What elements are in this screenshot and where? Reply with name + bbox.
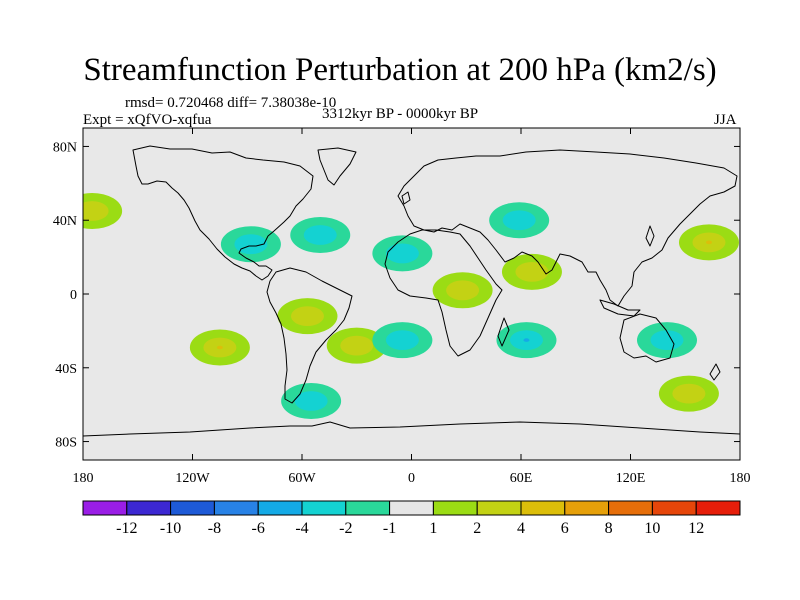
middle-east-negative <box>489 202 550 239</box>
colorbar-swatch <box>126 500 172 516</box>
west-africa-negative <box>372 235 433 272</box>
africa-positive-level-2 <box>446 280 480 301</box>
colorbar-swatch <box>213 500 259 516</box>
north-pacific-east-positive-level-2 <box>83 201 109 221</box>
lat-tick-label: 80N <box>53 140 77 155</box>
rmsd-stats-label: rmsd= 0.720468 diff= 7.38038e-10 <box>125 95 337 111</box>
map-axes: 80N 40N 0 40S 80S 180 120W 60W 0 60E 120E 180 <box>53 128 751 486</box>
anomaly-contours-layer <box>83 193 739 419</box>
south-atlantic-negative-level-neg2 <box>294 391 328 411</box>
south-atlantic-west-negative-level-neg2 <box>385 330 419 351</box>
colorbar-swatch <box>432 500 478 516</box>
lon-tick-label: 180 <box>73 471 94 486</box>
australia-negative <box>637 322 697 359</box>
north-atlantic-negative-level-neg2 <box>303 225 337 245</box>
northwest-pacific-positive <box>678 224 739 261</box>
west-africa-negative-level-neg2 <box>385 243 419 264</box>
coastline-africa <box>384 229 503 357</box>
coastline-greenland <box>317 147 357 186</box>
colorbar: -12 -10 -8 -6 -4 -2 -1 1 2 4 6 8 10 12 <box>82 500 741 537</box>
coastline-south-america <box>266 267 353 404</box>
coastline-japan <box>645 225 655 247</box>
colorbar-label: -1 <box>383 520 396 537</box>
southwest-pacific-positive <box>658 375 719 412</box>
lat-tick-label: 80S <box>55 436 77 451</box>
coastline-indonesia <box>599 299 641 317</box>
colorbar-label: 1 <box>429 520 437 537</box>
lon-tick-label: 120E <box>616 471 646 486</box>
amazon-positive-level-2 <box>290 306 324 327</box>
northwest-pacific-positive-level-4 <box>705 240 712 245</box>
colorbar-label: 2 <box>473 520 481 537</box>
colorbar-label: 8 <box>605 520 613 537</box>
coastline-antarctica <box>83 421 740 437</box>
colorbar-label: -6 <box>252 520 265 537</box>
coastlines-layer <box>83 145 740 437</box>
colorbar-swatch <box>695 500 741 516</box>
south-atlantic-negative <box>281 382 342 419</box>
pacific-east-positive <box>189 329 250 366</box>
coastline-madagascar <box>497 317 510 347</box>
colorbar-swatch <box>345 500 391 516</box>
coastline-australia <box>619 313 675 363</box>
southwest-pacific-positive-level-2 <box>672 383 706 404</box>
north-atlantic-negative <box>290 216 351 253</box>
gulf-mexico-negative <box>220 226 281 263</box>
lat-tick-label: 0 <box>70 288 77 303</box>
colorbar-swatch <box>389 500 434 516</box>
season-label: JJA <box>714 112 737 128</box>
lon-tick-label: 60E <box>510 471 533 486</box>
lat-tick-label: 40S <box>55 362 77 377</box>
colorbar-swatch <box>476 500 522 516</box>
map-ocean-background <box>83 128 740 460</box>
gulf-mexico-negative-level-neg2 <box>234 234 268 255</box>
south-atlantic-east-positive <box>326 327 387 364</box>
lon-tick-label: 60W <box>288 471 316 486</box>
pacific-east-positive-level-4 <box>216 345 223 350</box>
coastline-new-zealand <box>709 363 721 381</box>
south-atlantic-west-negative <box>372 322 433 359</box>
colorbar-label: -12 <box>116 520 137 537</box>
lon-tick-label: 0 <box>408 471 415 486</box>
indian-ocean-negative <box>496 322 557 359</box>
coastline-british-isles <box>401 191 411 205</box>
colorbar-swatch <box>301 500 347 516</box>
colorbar-swatch <box>564 500 610 516</box>
africa-positive <box>432 272 493 309</box>
colorbar-label: 4 <box>517 520 525 537</box>
period-label: 3312kyr BP - 0000kyr BP <box>322 106 479 122</box>
lon-tick-label: 180 <box>730 471 751 486</box>
arabian-sea-positive <box>501 253 562 290</box>
south-atlantic-east-positive-level-2 <box>340 335 374 356</box>
colorbar-label: -10 <box>160 520 181 537</box>
colorbar-swatch <box>651 500 697 516</box>
indian-ocean-negative-level-neg4 <box>523 338 530 342</box>
arabian-sea-positive-level-2 <box>515 261 549 282</box>
colorbar-swatch <box>608 500 653 516</box>
lon-tick-label: 120W <box>175 471 210 486</box>
north-pacific-east-positive <box>83 193 123 229</box>
colorbar-label: -2 <box>339 520 352 537</box>
experiment-label: Expt = xQfVO-xqfua <box>83 112 212 128</box>
colorbar-label: -8 <box>208 520 221 537</box>
colorbar-swatch <box>170 500 215 516</box>
colorbar-label: 10 <box>644 520 660 537</box>
colorbar-label: -4 <box>295 520 308 537</box>
australia-negative-level-neg2 <box>650 330 684 351</box>
colorbar-swatch <box>257 500 303 516</box>
plot-title: Streamfunction Perturbation at 200 hPa (… <box>83 52 717 88</box>
amazon-positive <box>277 298 338 335</box>
colorbar-swatch <box>520 500 566 516</box>
colorbar-swatch <box>82 500 128 516</box>
coastline-eurasia <box>397 149 738 307</box>
middle-east-negative-level-neg2 <box>502 210 536 231</box>
colorbar-label: 6 <box>561 520 569 537</box>
coastline-north-america <box>132 145 314 281</box>
lat-tick-label: 40N <box>53 214 77 229</box>
colorbar-label: 12 <box>688 520 704 537</box>
